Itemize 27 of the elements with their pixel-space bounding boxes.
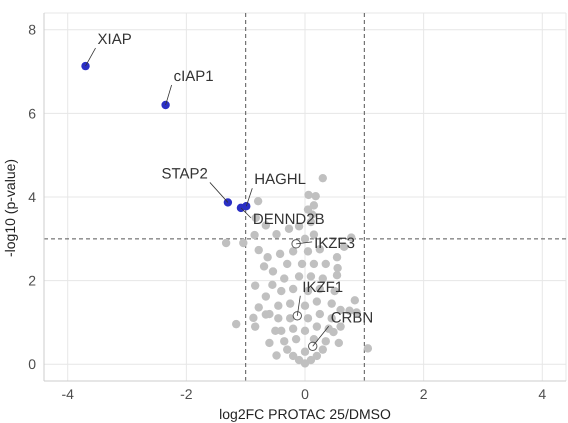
- x-tick-label: 4: [538, 386, 546, 402]
- point: [224, 198, 232, 207]
- annotation: XIAP: [98, 31, 132, 48]
- point: [308, 342, 318, 351]
- point: [292, 311, 302, 320]
- point: [81, 62, 90, 70]
- x-tick-label: 2: [420, 386, 428, 402]
- annotation: HAGHL: [254, 171, 306, 188]
- y-axis-title: -log10 (p-value): [2, 158, 18, 257]
- x-axis-title: log2FC PROTAC 25/DMSO: [219, 406, 391, 422]
- y-tick-label: 0: [28, 356, 36, 372]
- annotation: STAP2: [161, 165, 208, 182]
- y-tick-label: 6: [28, 105, 36, 122]
- annotation: IKZF1: [302, 278, 344, 296]
- annotation: CRBN: [330, 309, 374, 326]
- y-tick-label: 2: [28, 272, 36, 289]
- point: [291, 239, 301, 249]
- annotation: DENND2B: [252, 210, 325, 228]
- x-tick-label: -4: [62, 386, 74, 402]
- x-tick-label: 0: [301, 386, 310, 402]
- y-tick-label: 4: [28, 188, 36, 205]
- x-tick-label: -2: [180, 386, 193, 402]
- point: [161, 100, 170, 110]
- point: [242, 202, 250, 210]
- annotation: IKZF3: [314, 234, 355, 252]
- annotation: cIAP1: [174, 68, 214, 85]
- y-tick-label: 8: [28, 22, 36, 38]
